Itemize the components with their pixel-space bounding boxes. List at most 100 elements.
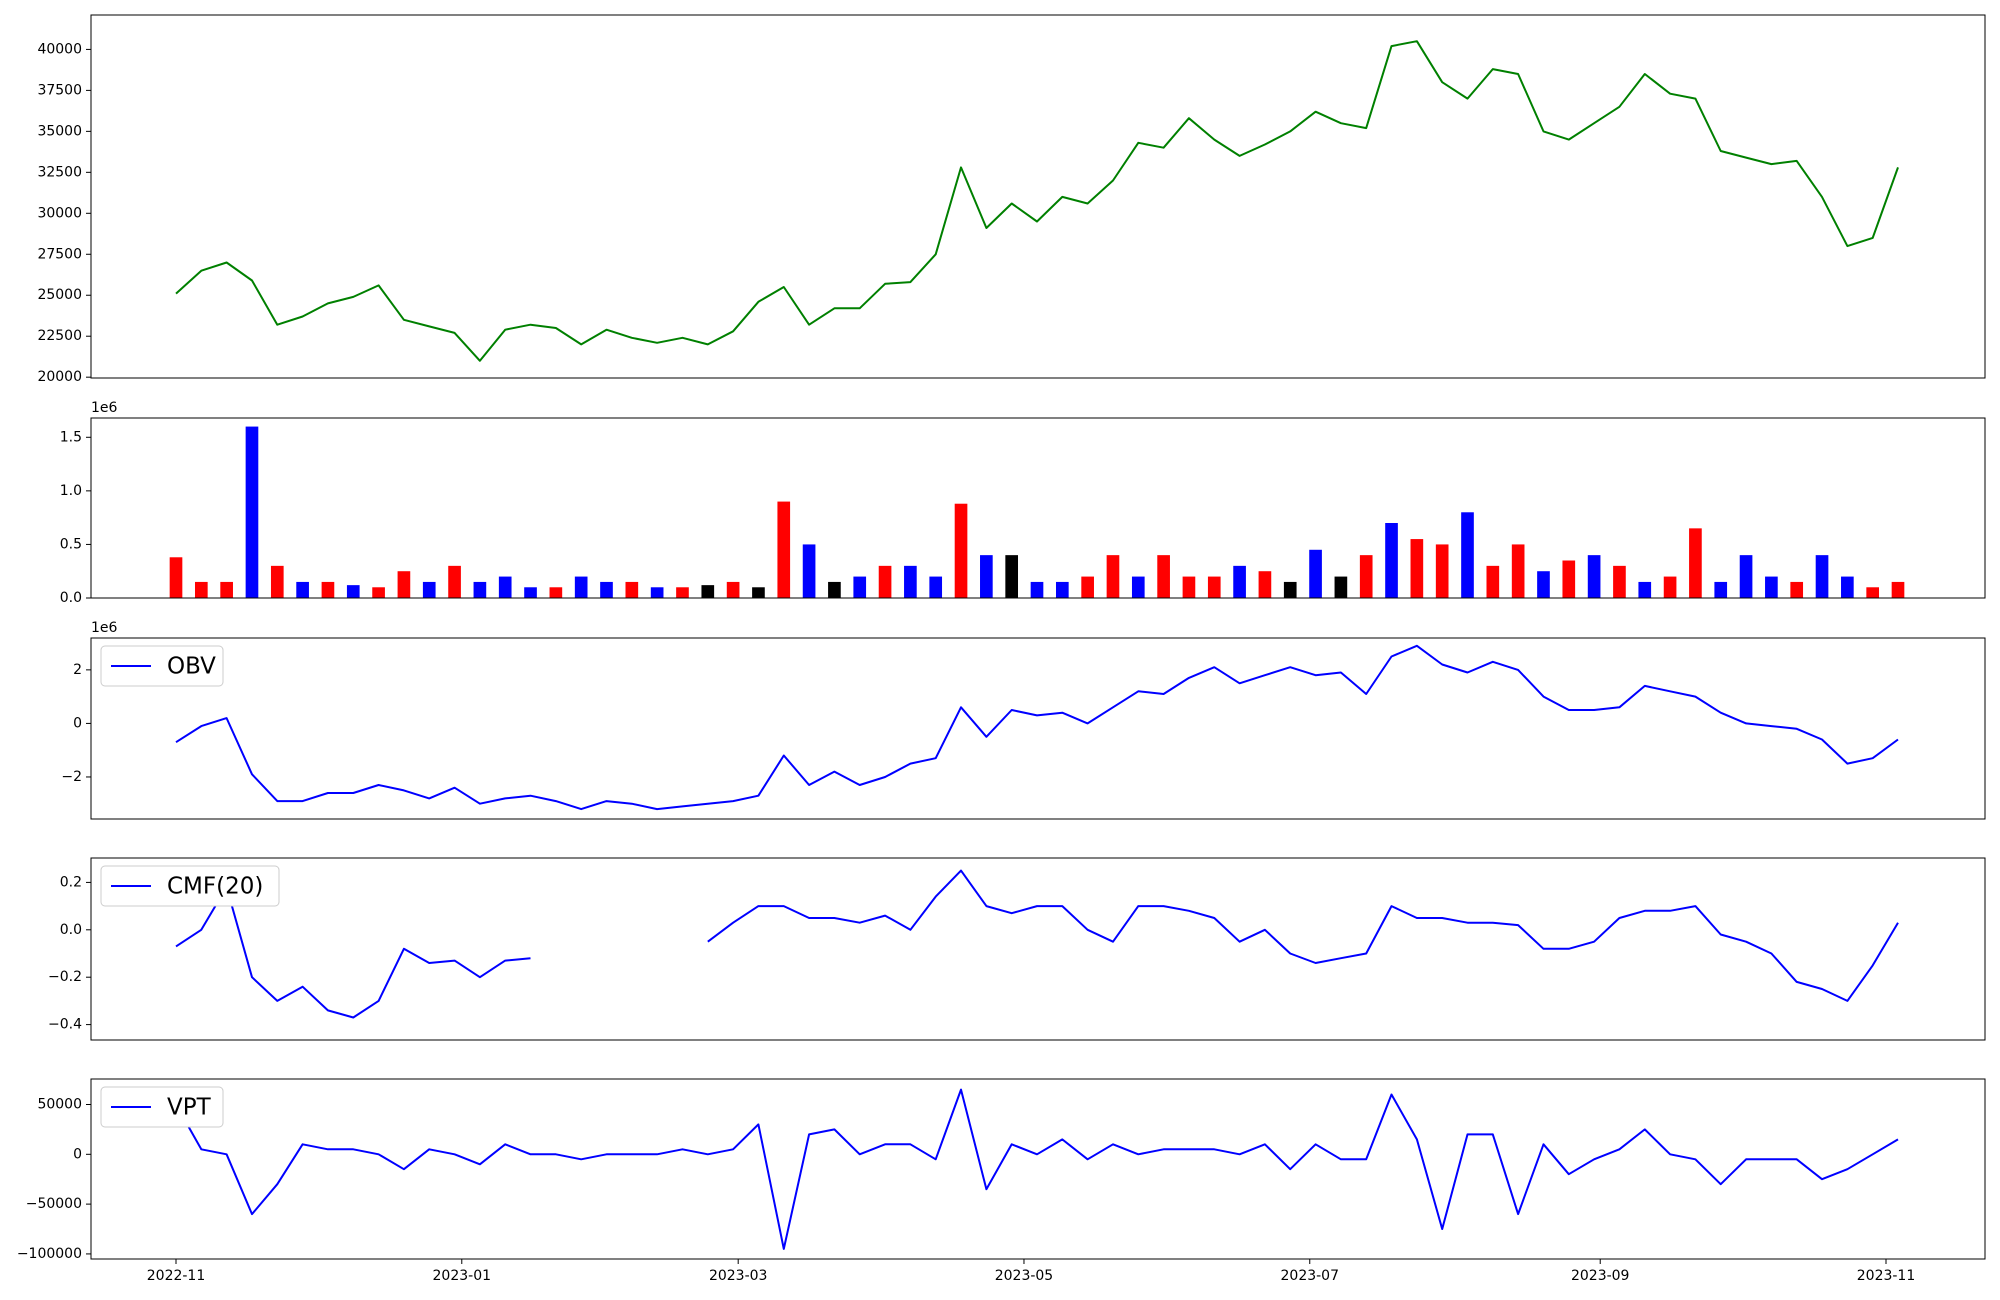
bar bbox=[524, 587, 537, 598]
axes-frame bbox=[90, 417, 1986, 599]
bar bbox=[549, 587, 563, 598]
bar bbox=[574, 576, 588, 598]
y-tick-label: 0.0 bbox=[60, 590, 82, 606]
bar bbox=[1258, 571, 1272, 598]
legend-box bbox=[100, 865, 280, 907]
y-tick-label: 35000 bbox=[37, 123, 82, 139]
bar bbox=[346, 585, 360, 598]
bar bbox=[1765, 576, 1778, 598]
bar bbox=[1005, 555, 1019, 598]
bar bbox=[1841, 576, 1854, 598]
y-tick-label: 2 bbox=[73, 662, 82, 678]
bar bbox=[245, 426, 259, 598]
bar bbox=[1689, 528, 1702, 598]
y-tick-label: 0.5 bbox=[60, 536, 82, 552]
bar bbox=[1055, 581, 1069, 598]
axes-frame bbox=[90, 1078, 1986, 1260]
bar bbox=[701, 585, 715, 598]
y-tick-label: 30000 bbox=[37, 205, 82, 221]
bar bbox=[1385, 523, 1398, 598]
bar bbox=[853, 576, 867, 598]
y-tick-label: 27500 bbox=[37, 246, 82, 262]
y-tick-label: 0 bbox=[73, 1146, 82, 1162]
bar bbox=[1233, 565, 1246, 598]
bar bbox=[1461, 512, 1474, 598]
bar bbox=[1866, 587, 1880, 598]
bar bbox=[1562, 560, 1576, 598]
x-tick-label: 2023-11 bbox=[1857, 1268, 1916, 1284]
bar bbox=[1739, 555, 1753, 598]
line bbox=[707, 869, 1899, 1002]
y-tick-label: 32500 bbox=[37, 164, 82, 180]
x-tick-label: 2023-07 bbox=[1281, 1268, 1340, 1284]
bar bbox=[1359, 555, 1373, 598]
bar bbox=[1714, 581, 1728, 598]
bar bbox=[397, 571, 411, 598]
bar bbox=[726, 581, 740, 598]
y-tick-label: 0.2 bbox=[60, 874, 82, 890]
bar bbox=[1410, 539, 1424, 598]
y-tick-label: 0.0 bbox=[60, 922, 82, 938]
bar bbox=[1157, 555, 1170, 598]
bar bbox=[828, 581, 841, 598]
x-tick-label: 2022-11 bbox=[147, 1268, 206, 1284]
y-tick-label: 50000 bbox=[37, 1097, 82, 1113]
bar bbox=[498, 576, 512, 598]
bar bbox=[1511, 544, 1525, 598]
bar bbox=[1207, 576, 1221, 598]
bar bbox=[1030, 581, 1044, 598]
bar bbox=[625, 581, 639, 598]
line bbox=[175, 40, 1899, 362]
bar bbox=[752, 587, 765, 598]
bar bbox=[448, 565, 461, 598]
x-tick-label: 2023-05 bbox=[995, 1268, 1054, 1284]
bar bbox=[878, 565, 892, 598]
bar bbox=[1309, 549, 1322, 598]
bar bbox=[802, 544, 816, 598]
x-tick-label: 2023-01 bbox=[433, 1268, 492, 1284]
y-tick-label: −50000 bbox=[26, 1196, 82, 1212]
y-tick-label: 40000 bbox=[37, 41, 82, 57]
y-tick-label: 0 bbox=[73, 715, 82, 731]
legend-label: CMF(20) bbox=[167, 874, 263, 900]
bar bbox=[1435, 544, 1449, 598]
bar bbox=[422, 581, 436, 598]
legend-label: VPT bbox=[167, 1095, 212, 1121]
y-tick-label: 22500 bbox=[37, 328, 82, 344]
bar bbox=[650, 587, 664, 598]
x-tick-label: 2023-09 bbox=[1571, 1268, 1630, 1284]
bar bbox=[1081, 576, 1094, 598]
y-tick-label: 1.0 bbox=[60, 483, 82, 499]
bar bbox=[220, 581, 233, 598]
bar bbox=[1182, 576, 1196, 598]
bar bbox=[169, 557, 183, 598]
offset-label: 1e6 bbox=[91, 400, 118, 416]
bar bbox=[929, 576, 943, 598]
bar bbox=[270, 565, 284, 598]
x-tick-label: 2023-03 bbox=[709, 1268, 768, 1284]
line bbox=[175, 886, 531, 1019]
offset-label: 1e6 bbox=[91, 620, 118, 636]
bar bbox=[954, 503, 968, 598]
bar bbox=[676, 587, 689, 598]
bar bbox=[980, 555, 993, 598]
axes-frame bbox=[90, 857, 1986, 1041]
line bbox=[175, 1088, 1899, 1250]
bar bbox=[1613, 565, 1626, 598]
bar bbox=[372, 587, 385, 598]
bar bbox=[600, 581, 613, 598]
y-tick-label: −0.4 bbox=[48, 1017, 82, 1033]
line bbox=[175, 644, 1899, 811]
bar bbox=[1663, 576, 1677, 598]
bar bbox=[296, 581, 309, 598]
y-tick-label: −100000 bbox=[17, 1246, 82, 1262]
legend-box bbox=[100, 645, 224, 687]
axes-frame bbox=[90, 14, 1986, 379]
bar bbox=[194, 581, 208, 598]
bar bbox=[1891, 581, 1905, 598]
bar bbox=[473, 581, 487, 598]
y-tick-label: −2 bbox=[61, 769, 82, 785]
y-tick-label: 20000 bbox=[37, 369, 82, 385]
